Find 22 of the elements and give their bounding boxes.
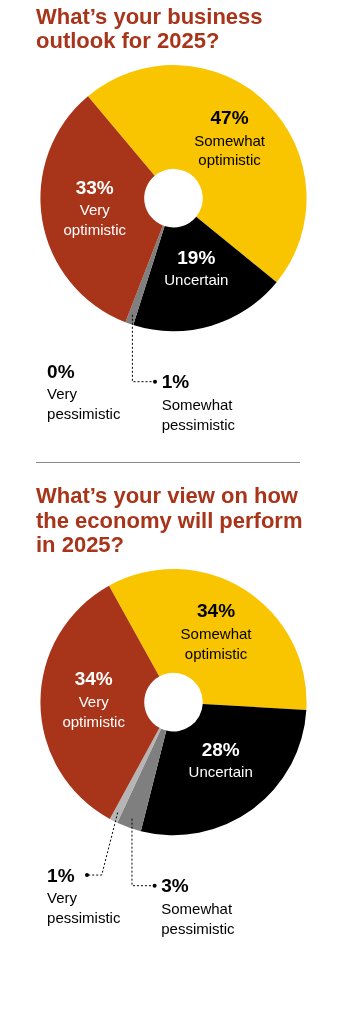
data-label: 34% [74,667,113,689]
data-label: 34% [197,600,236,622]
slice-label: Somewhat optimistic [194,131,266,169]
slice-label: Very optimistic [62,692,126,730]
data-label: 33% [75,177,114,199]
text: 0% [47,360,75,382]
data-label: 47% [210,107,249,129]
data-label: 1% [161,371,190,393]
slice-label: Very pessimistic [47,889,121,927]
chart-title: What’s your view on how the economy will perform in 2025? [36,483,304,557]
slice-label: Uncertain [188,763,253,781]
slice-label: Very optimistic [63,201,127,239]
slice-label: Somewhat optimistic [180,624,253,662]
data-label: 28% [201,738,240,760]
slice-label: Somewhat pessimistic [161,899,236,937]
slice-label: Somewhat pessimistic [161,396,236,434]
data-label: 3% [161,875,189,897]
slice-label: Uncertain [164,271,229,289]
chart-title: What’s your business outlook for 2025? [36,4,264,54]
data-label: 1% [47,864,75,886]
data-label: 19% [177,247,216,269]
category-label: Very pessimistic [47,385,121,423]
